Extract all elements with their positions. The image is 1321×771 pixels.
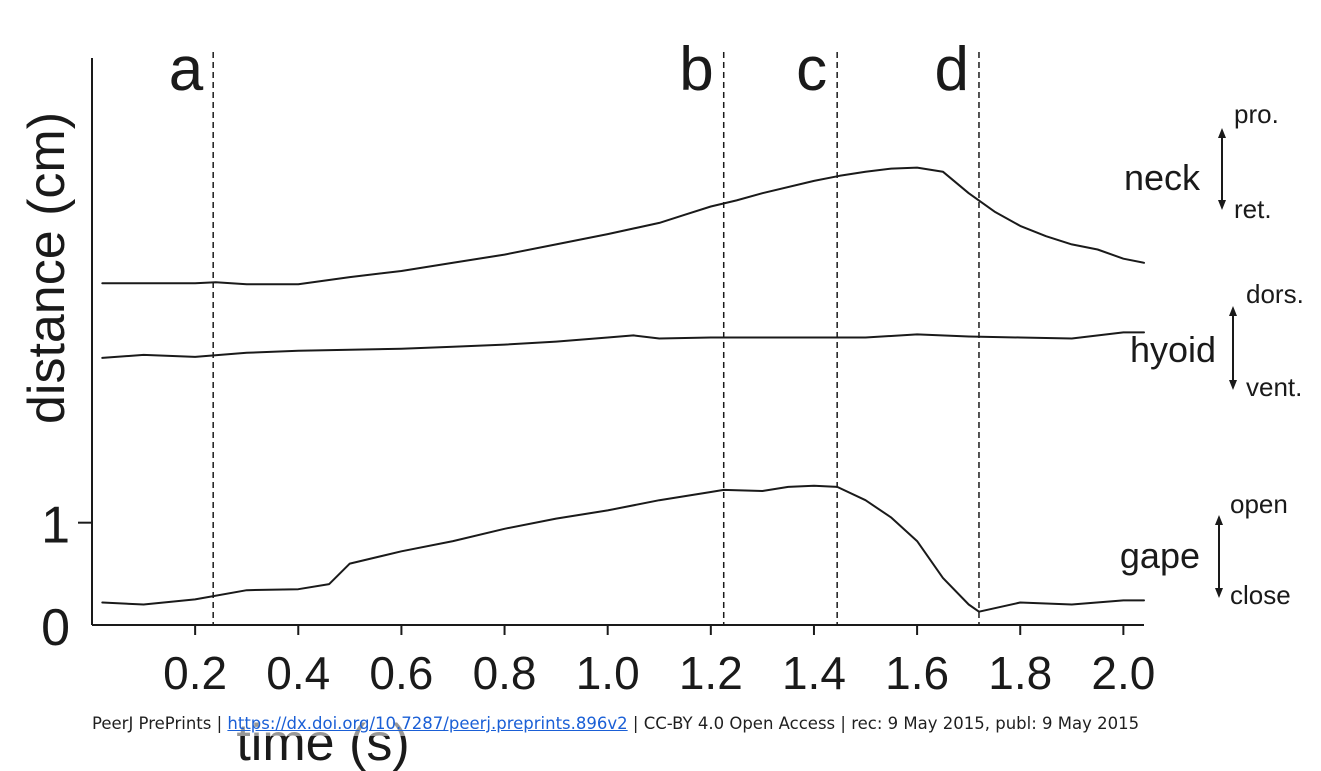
x-tick-label: 1.8 xyxy=(988,647,1052,699)
neck-label: neck xyxy=(1124,157,1201,198)
neck-arrow-down-head xyxy=(1218,200,1226,210)
footer-prefix: PeerJ PrePrints | xyxy=(92,714,228,733)
y-tick-label: 0 xyxy=(41,599,70,657)
phase-label-b: b xyxy=(679,35,713,104)
preprint-footer: PeerJ PrePrints | https://dx.doi.org/10.… xyxy=(92,712,1321,736)
neck-trace xyxy=(101,166,1145,286)
hyoid-trace xyxy=(101,331,1145,359)
phase-label-a: a xyxy=(169,35,204,104)
x-tick-label: 0.2 xyxy=(163,647,227,699)
x-tick-label: 1.6 xyxy=(885,647,949,699)
doi-link[interactable]: https://dx.doi.org/10.7287/peerj.preprin… xyxy=(227,714,628,733)
gape-arrow-bottom-label: close xyxy=(1230,580,1291,610)
x-tick-label: 1.4 xyxy=(782,647,846,699)
x-tick-label: 0.8 xyxy=(473,647,537,699)
hyoid-arrow-top-label: dors. xyxy=(1246,279,1304,309)
gape-label: gape xyxy=(1120,535,1200,576)
hyoid-arrow-bottom-label: vent. xyxy=(1246,372,1302,402)
hyoid-arrow-up-head xyxy=(1229,306,1237,316)
gape-arrow-down-head xyxy=(1215,588,1223,598)
neck-arrow-up-head xyxy=(1218,128,1226,138)
neck-arrow-bottom-label: ret. xyxy=(1234,194,1272,224)
gape-arrow-top-label: open xyxy=(1230,489,1288,519)
x-tick-label: 0.4 xyxy=(266,647,330,699)
y-axis-title: distance (cm) xyxy=(18,112,76,424)
phase-label-d: d xyxy=(934,35,968,104)
hyoid-label: hyoid xyxy=(1130,329,1216,370)
hyoid-arrow-down-head xyxy=(1229,380,1237,390)
y-tick-label: 1 xyxy=(41,497,70,555)
phase-label-c: c xyxy=(796,35,827,104)
gape-trace xyxy=(101,484,1145,613)
neck-arrow-top-label: pro. xyxy=(1234,99,1279,129)
x-tick-label: 1.0 xyxy=(576,647,640,699)
gape-arrow-up-head xyxy=(1215,515,1223,525)
x-tick-label: 2.0 xyxy=(1091,647,1155,699)
x-tick-label: 0.6 xyxy=(369,647,433,699)
footer-suffix: | CC-BY 4.0 Open Access | rec: 9 May 201… xyxy=(627,714,1140,733)
x-tick-label: 1.2 xyxy=(679,647,743,699)
